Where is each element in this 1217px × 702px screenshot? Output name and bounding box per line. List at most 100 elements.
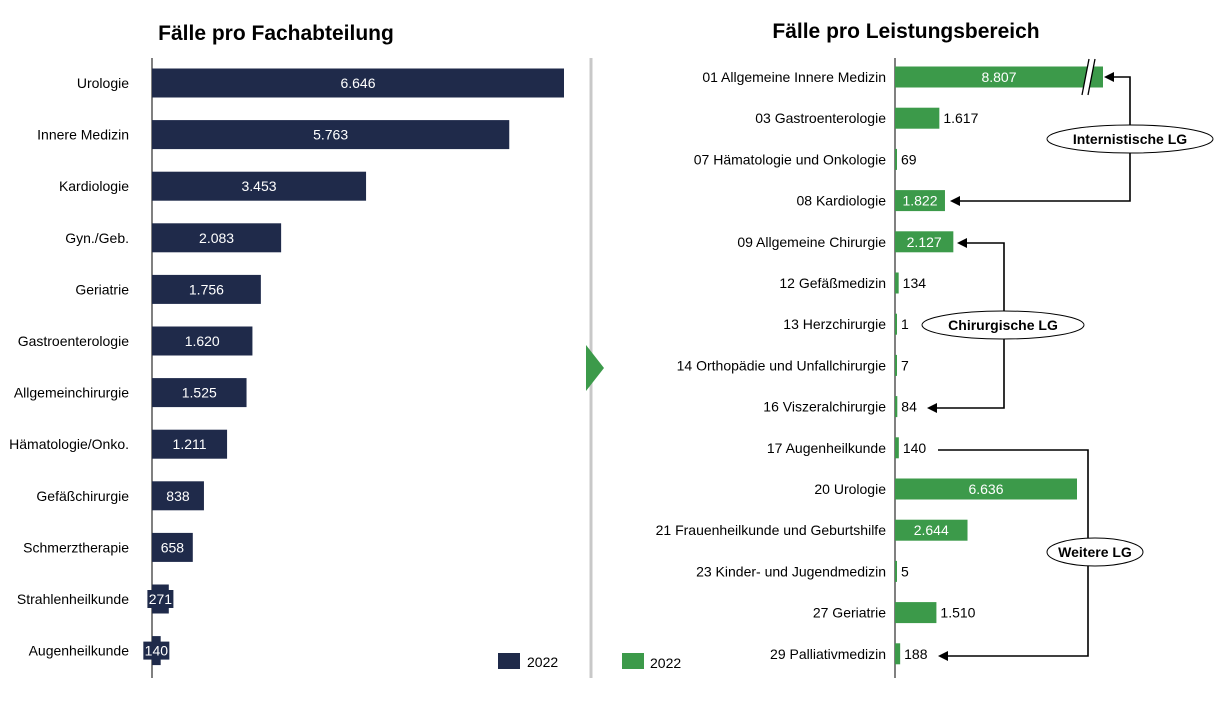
right-legend-swatch (622, 653, 644, 669)
right-value-label-12-gefaessmedizin: 134 (903, 275, 927, 291)
group-bracket-weitere: Weitere LG (938, 449, 1144, 661)
right-value-label-03-gastroenterologie: 1.617 (943, 110, 978, 126)
right-value-label-17-augenheilkunde: 140 (903, 440, 927, 456)
left-chart-title: Fälle pro Fachabteilung (158, 22, 394, 45)
group-bracket-internistische: Internistische LG (950, 72, 1214, 206)
group-label-internistische: Internistische LG (1073, 131, 1187, 147)
left-category-label-gyn-geb: Gyn./Geb. (65, 230, 129, 246)
right-bar-23-kinder-und-jugendmedizin (895, 560, 897, 582)
left-value-label-innere-medizin: 5.763 (313, 127, 348, 143)
left-category-label-strahlenheilkunde: Strahlenheilkunde (17, 591, 129, 607)
left-value-label-urologie: 6.646 (340, 75, 375, 91)
right-value-label-21-frauenheilkunde-und-geburtshilfe: 2.644 (914, 522, 949, 538)
right-category-label-13-herzchirurgie: 13 Herzchirurgie (783, 316, 886, 332)
left-bar-geriatrie (152, 274, 261, 304)
right-category-label-29-palliativmedizin: 29 Palliativmedizin (770, 646, 886, 662)
right-value-label-13-herzchirurgie: 1 (901, 316, 909, 332)
right-category-label-16-viszeralchirurgie: 16 Viszeralchirurgie (763, 399, 886, 415)
right-value-label-20-urologie: 6.636 (968, 481, 1003, 497)
right-category-label-08-kardiologie: 08 Kardiologie (796, 193, 886, 209)
right-value-label-16-viszeralchirurgie: 84 (901, 399, 917, 415)
right-category-label-01-allgemeine-innere-medizin: 01 Allgemeine Innere Medizin (702, 69, 886, 85)
right-bar-13-herzchirurgie (895, 313, 897, 335)
axis-break-mark-2 (1087, 58, 1096, 96)
left-category-label-augenheilkunde: Augenheilkunde (29, 643, 130, 659)
bracket-chirurgische-arrow-top-icon (957, 238, 967, 248)
right-value-label-23-kinder-und-jugendmedizin: 5 (901, 563, 909, 579)
transition-arrow-icon (586, 345, 604, 391)
right-bar-01-allgemeine-innere-medizin (895, 66, 1103, 88)
right-value-label-01-allgemeine-innere-medizin: 8.807 (981, 69, 1016, 85)
left-category-label-gefaesschirurgie: Gefäßchirurgie (36, 488, 129, 504)
left-value-label-gastroenterologie: 1.620 (185, 333, 220, 349)
left-bar-urologie (152, 68, 564, 98)
right-bars-group: 01 Allgemeine Innere Medizin 8.807 03 Gast… (656, 58, 1103, 665)
group-label-chirurgische-ellipse (921, 310, 1085, 340)
left-category-label-geriatrie: Geriatrie (75, 281, 129, 297)
right-value-label-29-palliativmedizin: 188 (904, 646, 928, 662)
left-value-label-augenheilkunde: 140 (145, 643, 169, 659)
left-bar-schmerztherapie (152, 532, 193, 562)
right-category-label-12-gefaessmedizin: 12 Gefäßmedizin (779, 275, 886, 291)
left-value-label-schmerztherapie: 658 (161, 539, 185, 555)
right-bar-21-frauenheilkunde-und-geburtshilfe (895, 519, 968, 541)
right-value-label-09-allgemeine-chirurgie: 2.127 (907, 234, 942, 250)
right-bar-09-allgemeine-chirurgie (895, 231, 954, 253)
axis-break-mark-1 (1081, 58, 1090, 96)
left-value-label-gyn-geb: 2.083 (199, 230, 234, 246)
left-legend-swatch (498, 653, 520, 669)
right-category-label-03-gastroenterologie: 03 Gastroenterologie (755, 110, 886, 126)
right-bar-12-gefaessmedizin (895, 272, 899, 294)
right-bar-16-viszeralchirurgie (895, 396, 898, 418)
right-bar-20-urologie (895, 478, 1077, 500)
right-category-label-27-geriatrie: 27 Geriatrie (813, 605, 886, 621)
left-category-label-urologie: Urologie (77, 75, 129, 91)
right-category-label-23-kinder-und-jugendmedizin: 23 Kinder- und Jugendmedizin (696, 563, 886, 579)
right-category-label-21-frauenheilkunde-und-geburtshilfe: 21 Frauenheilkunde und Geburtshilfe (656, 522, 887, 538)
right-bar-03-gastroenterologie (895, 107, 940, 129)
right-category-label-14-orthopaedie-und-unfallchirurgie: 14 Orthopädie und Unfallchirurgie (677, 357, 887, 373)
left-bar-innere-medizin (152, 120, 510, 150)
right-category-label-20-urologie: 20 Urologie (814, 481, 886, 497)
left-value-label-strahlenheilkunde: 271 (149, 591, 173, 607)
left-category-label-innere-medizin: Innere Medizin (37, 127, 129, 143)
left-value-label-gefaesschirurgie: 838 (166, 488, 190, 504)
left-bar-gefaesschirurgie (152, 481, 204, 511)
left-value-label-haematologie-onko: 1.211 (173, 436, 207, 452)
left-bar-haematologie-onko (152, 429, 228, 459)
right-category-label-17-augenheilkunde: 17 Augenheilkunde (767, 440, 886, 456)
right-bar-29-palliativmedizin (895, 643, 901, 665)
right-bar-17-augenheilkunde (895, 437, 899, 459)
left-value-tag-strahlenheilkunde (147, 590, 174, 608)
group-label-internistische-ellipse (1046, 124, 1214, 154)
left-bar-gastroenterologie (152, 326, 253, 356)
group-label-weitere: Weitere LG (1058, 544, 1132, 560)
left-bars-group: Urologie 6.646 Innere Medizin 5.763 Kardiolo… (9, 68, 564, 666)
right-bar-27-geriatrie (895, 602, 937, 624)
right-bar-07-haematologie-und-onkologie (895, 148, 897, 170)
right-category-label-09-allgemeine-chirurgie: 09 Allgemeine Chirurgie (737, 234, 886, 250)
left-value-tag-augenheilkunde (143, 641, 170, 660)
right-value-label-14-orthopaedie-und-unfallchirurgie: 7 (901, 357, 909, 373)
right-category-label-07-haematologie-und-onkologie: 07 Hämatologie und Onkologie (694, 151, 886, 167)
right-legend-label: 2022 (650, 655, 681, 671)
right-bar-14-orthopaedie-und-unfallchirurgie (895, 354, 897, 376)
left-bar-gyn-geb (152, 223, 282, 253)
bracket-chirurgische-arrow-bottom-icon (927, 403, 937, 413)
left-value-label-geriatrie: 1.756 (189, 281, 224, 297)
group-label-chirurgische: Chirurgische LG (948, 317, 1058, 333)
left-category-label-kardiologie: Kardiologie (59, 178, 129, 194)
left-category-label-allgemeinchirurgie: Allgemeinchirurgie (14, 385, 129, 401)
left-category-label-gastroenterologie: Gastroenterologie (18, 333, 130, 349)
right-value-label-27-geriatrie: 1.510 (940, 605, 975, 621)
left-legend-label: 2022 (527, 654, 558, 670)
right-bar-08-kardiologie (895, 190, 945, 212)
right-chart-title: Fälle pro Leistungsbereich (772, 20, 1039, 43)
group-bracket-chirurgische: Chirurgische LG (921, 238, 1085, 413)
left-category-label-haematologie-onko: Hämatologie/Onko. (9, 436, 129, 452)
bracket-internistische-arrow-top-icon (1104, 72, 1114, 82)
left-value-label-kardiologie: 3.453 (242, 178, 277, 194)
group-label-weitere-ellipse (1046, 537, 1144, 567)
bracket-internistische-arrow-bottom-icon (950, 196, 960, 206)
